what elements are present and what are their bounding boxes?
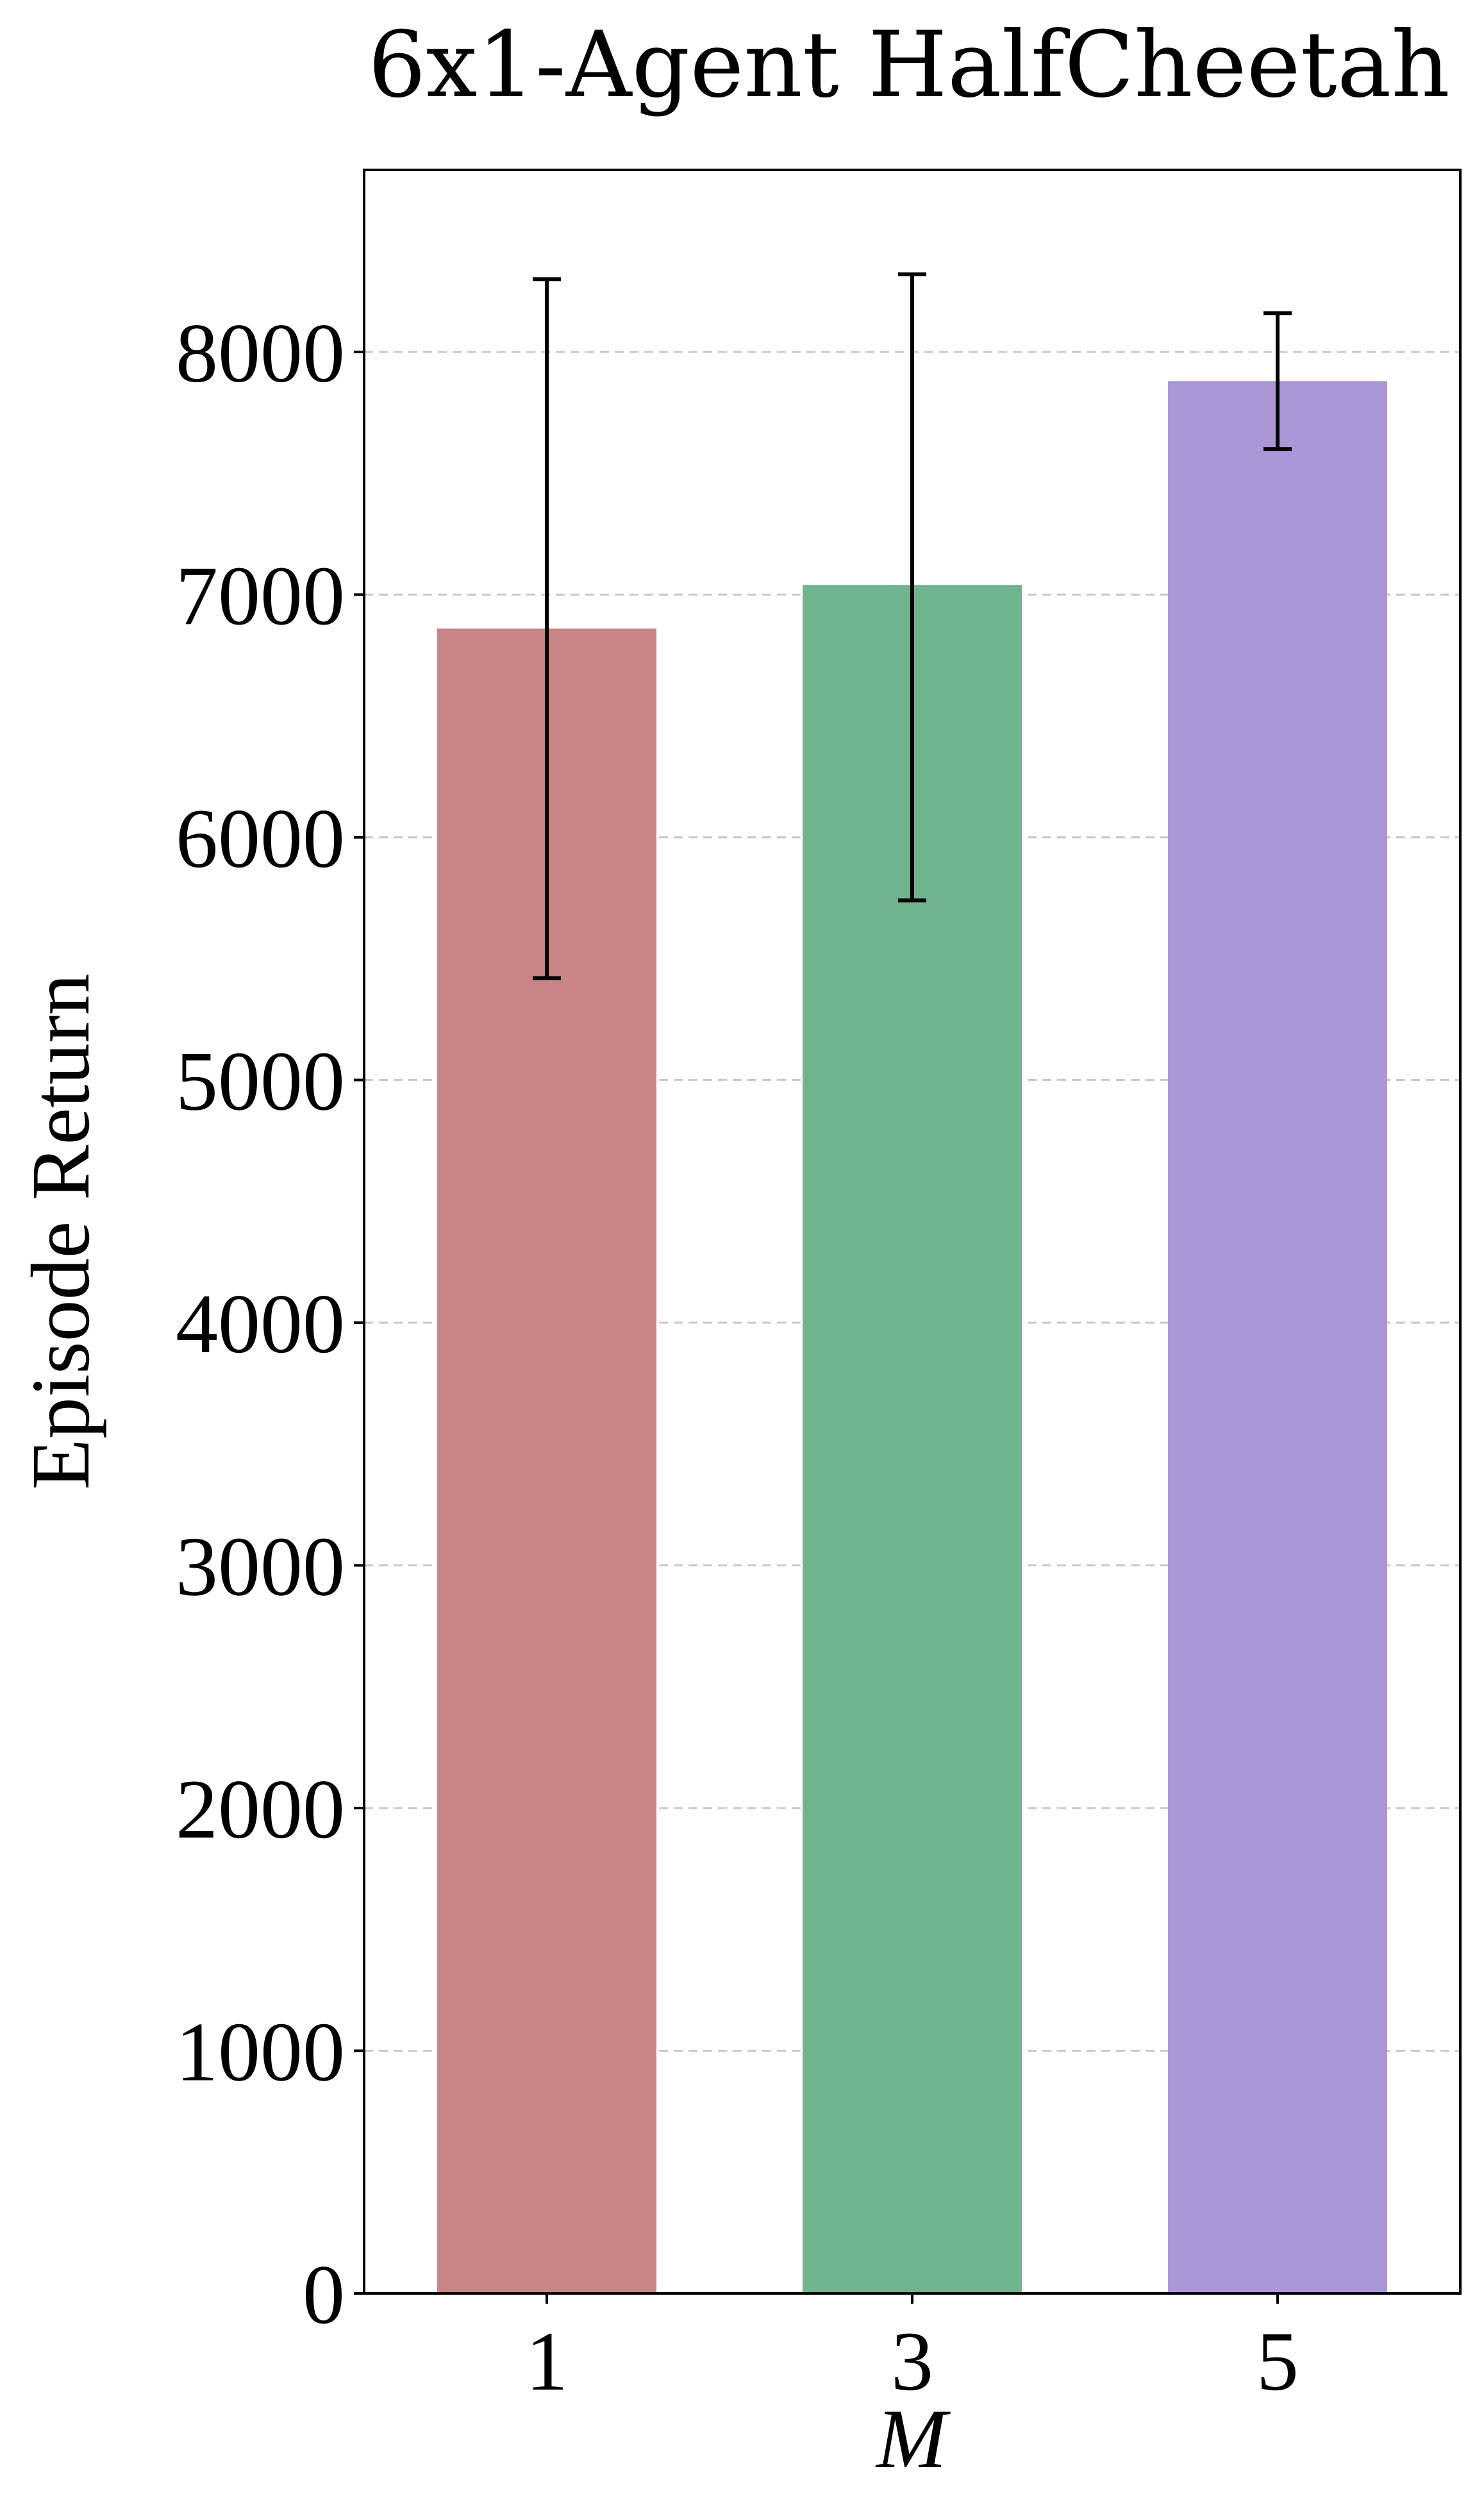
y-tick-label: 3000: [176, 1519, 345, 1613]
bar-5: [1168, 381, 1387, 2294]
error-bar-5: [1263, 311, 1292, 451]
y-tick-label: 8000: [176, 306, 345, 400]
y-tick-label: 6000: [176, 791, 345, 885]
error-bar-1: [533, 277, 561, 980]
error-bars: [533, 272, 1292, 980]
y-tick-label: 5000: [176, 1034, 345, 1128]
x-axis-ticks: 1 3 5: [526, 2293, 1299, 2408]
x-tick-label: 3: [891, 2314, 933, 2408]
y-tick-label: 4000: [176, 1277, 345, 1371]
error-bar-3: [898, 272, 926, 903]
y-axis-label: Episode Return: [15, 973, 107, 1489]
y-tick-label: 7000: [176, 548, 345, 642]
y-axis-ticks: 0 1000 2000 3000 4000 5000 6000 7000 8000: [176, 306, 364, 2342]
x-axis-label: M: [875, 2392, 951, 2486]
chart-title: 6x1-Agent HalfCheetah: [368, 12, 1450, 118]
y-tick-label: 1000: [176, 2004, 345, 2099]
y-tick-label: 2000: [176, 1762, 345, 1856]
x-tick-label: 5: [1256, 2314, 1299, 2408]
y-tick-label: 0: [303, 2247, 345, 2342]
bars: [437, 381, 1387, 2294]
x-tick-label: 1: [526, 2314, 568, 2408]
